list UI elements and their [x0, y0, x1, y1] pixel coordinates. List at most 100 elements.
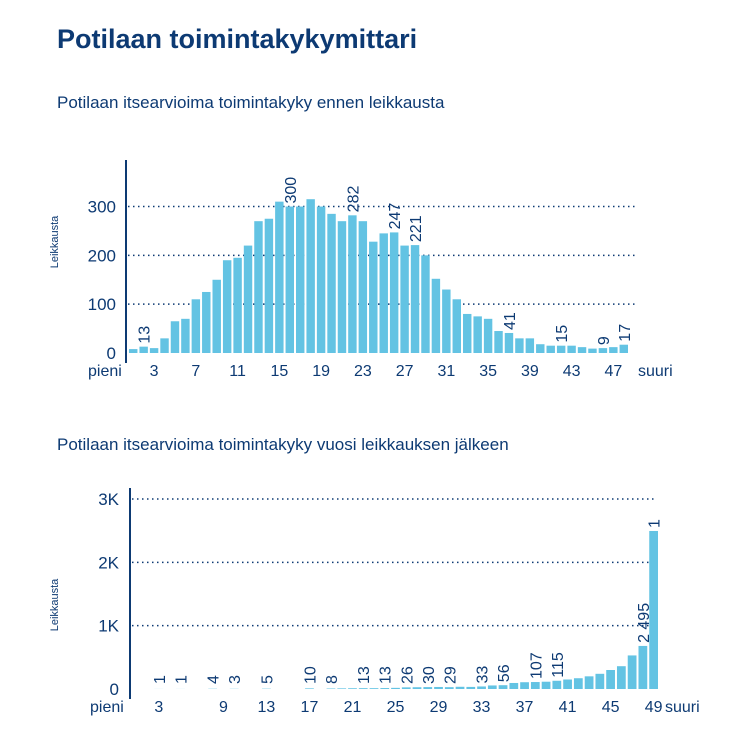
page-title: Potilaan toimintakykymittari — [57, 24, 418, 54]
bar — [567, 345, 576, 353]
x-tick-label: 29 — [430, 699, 448, 716]
x-tick-label: 13 — [258, 699, 276, 716]
bar — [584, 676, 594, 689]
chart-title-before-surgery: Potilaan itsearvioima toimintakyky ennen… — [57, 93, 445, 112]
bar — [455, 686, 465, 689]
y-tick-label: 2K — [98, 553, 119, 572]
bar — [410, 245, 420, 353]
chart-title-after-surgery: Potilaan itsearvioima toimintakyky vuosi… — [57, 435, 509, 454]
y-axis-label: Leikkausta — [49, 578, 61, 631]
data-label: 29 — [442, 666, 459, 684]
x-tick-label: 17 — [301, 699, 319, 716]
bar — [191, 299, 201, 353]
data-label: 282 — [345, 186, 362, 213]
bar — [379, 233, 388, 353]
bar — [556, 345, 566, 353]
bar — [487, 685, 497, 689]
bar — [546, 345, 555, 353]
data-label: 26 — [399, 666, 416, 684]
data-label: 13 — [137, 326, 154, 344]
bar — [536, 344, 545, 353]
x-tick-label: 33 — [473, 699, 491, 716]
x-tick-label: 3 — [154, 699, 163, 716]
x-axis-end-label: suuri — [665, 699, 700, 716]
bar — [139, 346, 148, 353]
x-tick-label: 19 — [312, 363, 330, 380]
bar — [483, 318, 493, 353]
x-tick-label: 35 — [479, 363, 497, 380]
bar — [504, 332, 514, 353]
x-tick-label: 9 — [219, 699, 228, 716]
bar — [563, 679, 572, 689]
y-tick-label: 0 — [110, 680, 119, 699]
data-label: 15 — [554, 325, 571, 343]
x-tick-label: 21 — [344, 699, 362, 716]
x-tick-label: 31 — [437, 363, 455, 380]
bar — [391, 687, 400, 689]
bar — [509, 682, 519, 689]
bar — [598, 348, 608, 353]
bar — [275, 201, 284, 353]
bar — [498, 685, 508, 689]
data-label: 8 — [324, 675, 341, 684]
x-tick-label: 11 — [229, 363, 246, 380]
y-tick-label: 0 — [107, 344, 116, 363]
bar — [609, 347, 618, 353]
bar — [285, 206, 294, 353]
x-axis-start-label: pieni — [88, 363, 122, 380]
bar — [358, 221, 368, 353]
data-label: 17 — [617, 324, 634, 342]
bar — [434, 686, 443, 689]
bar — [494, 331, 503, 353]
x-tick-label: 41 — [559, 699, 577, 716]
bar — [421, 255, 430, 353]
bar — [616, 666, 626, 689]
bar — [525, 338, 535, 353]
bar — [530, 682, 540, 689]
x-axis-end-label: suuri — [638, 363, 673, 380]
y-tick-label: 300 — [88, 198, 116, 217]
bar — [170, 321, 180, 353]
bar — [400, 245, 409, 353]
data-label: 56 — [496, 664, 513, 682]
bar — [649, 530, 658, 689]
data-label: 13 — [378, 666, 395, 684]
bar — [316, 206, 326, 353]
y-tick-label: 100 — [88, 295, 116, 314]
data-label: 1 — [152, 675, 169, 684]
data-label: 221 — [408, 215, 425, 242]
x-tick-label: 25 — [387, 699, 405, 716]
data-label: 300 — [283, 177, 300, 204]
bar — [477, 686, 486, 689]
bar — [442, 289, 451, 353]
bar — [326, 688, 336, 689]
data-label: 107 — [528, 652, 545, 679]
y-axis-label: Leikkausta — [49, 215, 61, 268]
bar — [595, 673, 605, 689]
bar — [160, 338, 169, 353]
x-tick-label: 47 — [604, 363, 622, 380]
bar — [423, 687, 433, 689]
bar — [389, 232, 399, 353]
bar — [222, 260, 232, 353]
bar — [473, 316, 482, 353]
data-label: 4 — [206, 675, 223, 684]
x-tick-label: 7 — [191, 363, 200, 380]
bar — [149, 348, 159, 353]
data-label: 115 — [550, 652, 567, 678]
x-tick-label: 39 — [521, 363, 539, 380]
bar — [431, 278, 441, 353]
bar — [181, 318, 190, 353]
bar — [129, 349, 138, 353]
x-tick-label: 43 — [563, 363, 581, 380]
data-label: 3 — [227, 675, 244, 684]
data-label: 9 — [596, 336, 613, 345]
bar — [233, 257, 242, 353]
x-tick-label: 23 — [354, 363, 372, 380]
bar — [358, 688, 368, 689]
bar — [588, 348, 597, 353]
bar — [541, 681, 551, 689]
data-label: 247 — [387, 203, 404, 230]
bar — [401, 687, 411, 689]
